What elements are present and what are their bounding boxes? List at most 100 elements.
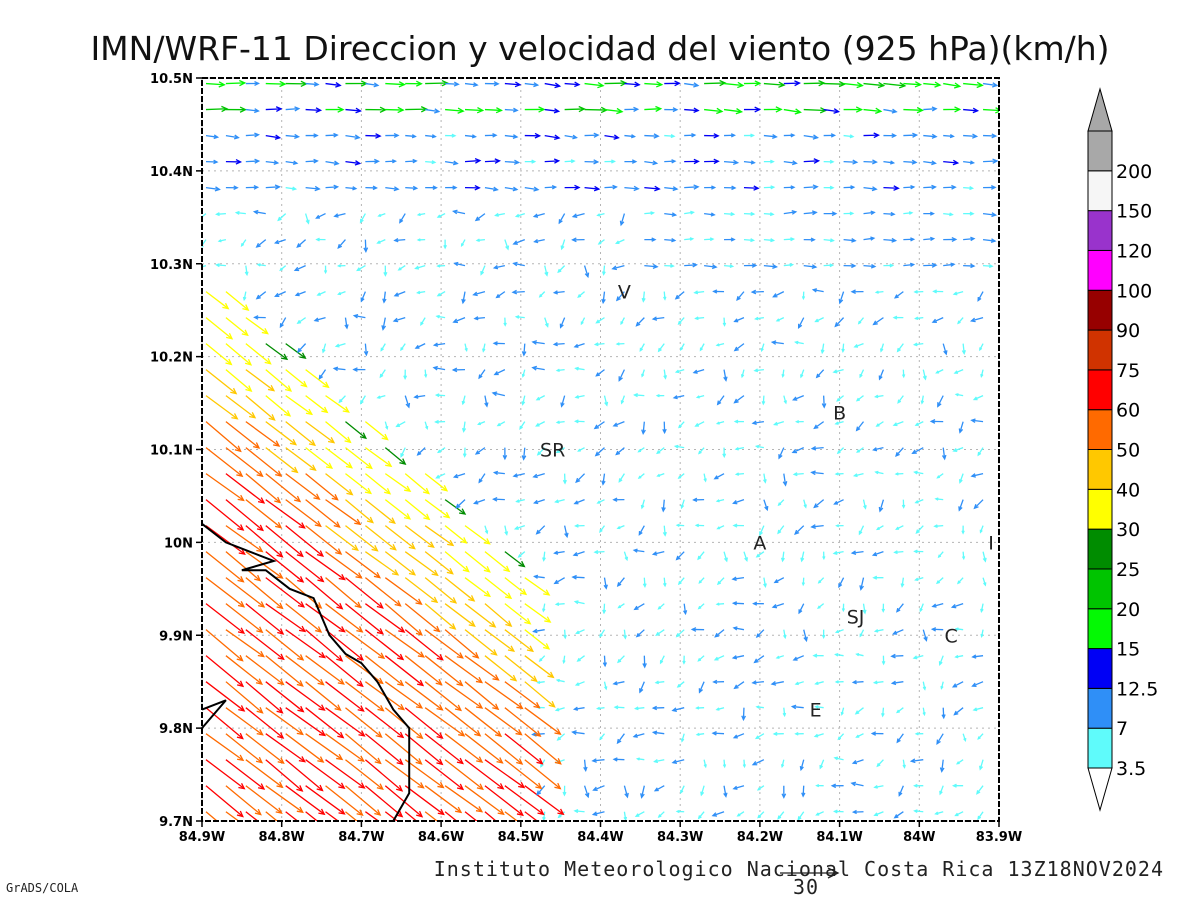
wind-vector — [363, 239, 369, 253]
wind-vector-shaft — [536, 421, 546, 427]
colorbar-label: 30 — [1116, 519, 1140, 541]
wind-vector-head — [732, 734, 738, 739]
wind-vector — [624, 185, 640, 192]
wind-vector — [364, 421, 389, 441]
wind-vector-shaft — [436, 473, 446, 479]
wind-vector — [684, 133, 697, 138]
wind-vector-head — [822, 556, 826, 561]
wind-vector — [763, 238, 776, 243]
wind-vector — [615, 291, 625, 302]
wind-vector — [723, 264, 735, 269]
wind-vector-shaft — [444, 759, 484, 790]
wind-vector-head — [574, 682, 580, 686]
wind-vector-head — [683, 610, 688, 616]
wind-vector-head — [977, 451, 982, 457]
wind-vector-head — [836, 450, 841, 455]
wind-vector-head — [881, 661, 886, 666]
wind-vector-head — [778, 454, 783, 460]
wind-vector-head — [532, 213, 539, 218]
wind-vector-head — [949, 134, 955, 139]
wind-vector-head — [534, 132, 542, 139]
wind-vector — [225, 395, 257, 419]
wind-vector — [859, 577, 865, 591]
wind-vector-shaft — [364, 421, 388, 441]
wind-vector — [712, 679, 725, 685]
wind-vector-head — [812, 184, 819, 190]
wind-vector-head — [642, 583, 647, 588]
wind-vector — [903, 262, 916, 267]
wind-vector-shaft — [384, 655, 424, 686]
wind-vector-shaft — [444, 551, 470, 573]
wind-vector — [452, 317, 466, 324]
wind-vector-head — [838, 583, 843, 589]
wind-vector — [619, 213, 626, 227]
wind-vector-head — [431, 569, 439, 577]
wind-vector-head — [315, 626, 323, 633]
wind-vector-shaft — [863, 160, 877, 163]
wind-vector — [792, 655, 804, 661]
wind-vector — [564, 105, 586, 113]
wind-vector-shaft — [225, 603, 263, 633]
wind-vector-head — [941, 454, 947, 461]
wind-vector-head — [461, 427, 467, 433]
wind-vector-shaft — [316, 213, 326, 219]
wind-vector-head — [817, 605, 821, 609]
wind-vector-head — [763, 479, 767, 484]
wind-vector — [464, 629, 498, 656]
wind-vector — [564, 525, 569, 539]
wind-vector — [603, 577, 608, 590]
wind-vector-head — [377, 213, 382, 217]
wind-vector — [722, 317, 727, 327]
wind-vector-head — [913, 549, 918, 554]
wind-vector — [225, 681, 264, 714]
wind-vector — [445, 185, 458, 190]
wind-vector-shaft — [752, 759, 765, 766]
wind-vector-head — [294, 133, 301, 139]
wind-vector — [225, 499, 264, 532]
wind-vector-shaft — [533, 629, 545, 633]
wind-vector — [584, 81, 605, 89]
wind-vector-shaft — [455, 499, 466, 509]
wind-vector — [772, 291, 785, 298]
wind-vector — [464, 707, 503, 738]
wind-vector — [225, 551, 262, 582]
wind-vector — [878, 499, 885, 513]
wind-vector-shaft — [404, 707, 443, 739]
wind-vector-head — [256, 707, 264, 714]
wind-vector-head — [502, 455, 508, 461]
wind-vector — [870, 731, 884, 736]
wind-vector-head — [505, 245, 510, 251]
wind-vector-head — [834, 680, 839, 684]
wind-vector — [815, 811, 824, 816]
wind-vector — [504, 733, 544, 765]
wind-vector — [384, 733, 423, 765]
wind-vector-shaft — [683, 603, 687, 614]
wind-vector-shaft — [325, 785, 363, 816]
wind-vector — [654, 680, 665, 685]
wind-vector-head — [277, 653, 285, 661]
wind-vector-shaft — [265, 134, 280, 139]
lon-tick-label: 84.5W — [498, 830, 544, 845]
wind-vector — [444, 629, 480, 659]
wind-vector-shaft — [364, 733, 403, 765]
wind-vector-shaft — [723, 551, 728, 562]
wind-vector-shaft — [557, 265, 566, 273]
wind-vector-head — [294, 106, 301, 112]
wind-vector — [535, 421, 546, 427]
wind-vector-head — [335, 82, 342, 88]
wind-vector-shaft — [464, 551, 491, 573]
wind-vector-head — [597, 81, 605, 89]
wind-vector-shaft — [325, 577, 362, 608]
wind-vector — [345, 134, 361, 140]
wind-vector-head — [560, 402, 565, 408]
wind-vector-shaft — [564, 160, 575, 163]
wind-vector-shaft — [963, 186, 973, 189]
wind-vector-head — [397, 653, 405, 661]
wind-vector — [638, 525, 645, 536]
wind-vector — [345, 707, 383, 738]
wind-vector-head — [297, 654, 305, 661]
wind-vector-head — [620, 321, 624, 326]
wind-vector — [599, 629, 606, 638]
wind-vector-head — [300, 380, 308, 388]
wind-vector-head — [812, 653, 818, 658]
